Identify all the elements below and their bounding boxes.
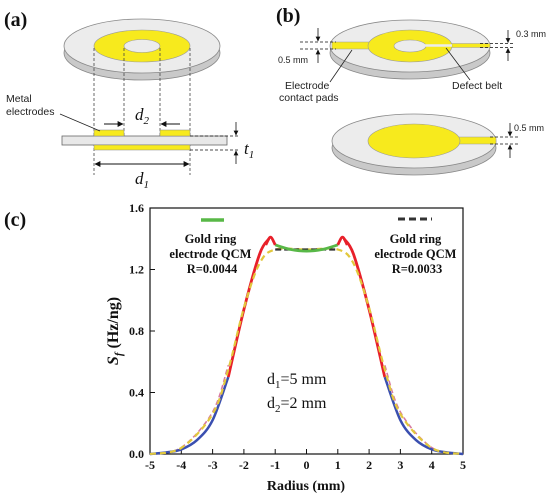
green-ring-curve [274,243,339,253]
dim-right-bottom-label: 0.5 mm [514,123,544,133]
defect-belt-leader [445,47,471,81]
panel-a-disk [63,18,221,81]
bottom-electrode [93,144,191,151]
top-electrode-right [159,129,191,137]
y-tick-label: 0.0 [129,447,144,461]
panel-b-ring-disk [329,19,491,80]
y-tick-label: 0.8 [129,324,144,338]
panel-c: (c) 0.0 0.4 0.8 1.2 1.6 -5 -4 -3 -2 -1 0 1 2 3 4 5 Sf … [4,201,466,494]
legend-left-text: Gold ring electrode QCM R=0.0044 [169,232,254,276]
panel-b: (b) 0.5 mm 0.3 mm Electrode cont [276,5,546,176]
left-red-peak [264,235,277,246]
annotation-d2: d2=2 mm [267,395,327,415]
x-tick-label: -4 [176,458,186,472]
x-tick-label: -1 [270,458,280,472]
panel-b-dims-top [300,28,515,63]
panel-b-label: (b) [276,5,300,27]
d2-label: d2 [135,105,150,127]
t1-dimension [190,122,240,164]
x-tick-label: -3 [208,458,218,472]
panel-b-full-disk [331,113,497,176]
cross-section [61,129,228,151]
pink-dashed-left [149,364,230,455]
metal-electrodes-leader [59,113,101,132]
contact-pad-left [331,41,375,50]
panel-a: (a) Metal electrodes [4,9,254,191]
contact-pads-label: Electrode contact pads [279,80,339,104]
x-tick-label: 4 [429,458,435,472]
x-axis: -5 -4 -3 -2 -1 0 1 2 3 4 5 [145,449,466,472]
top-electrode-left [93,129,125,137]
gold-disk-electrode [367,123,461,159]
metal-electrodes-label: Metal electrodes [6,93,54,118]
y-tick-label: 1.6 [129,201,144,215]
x-tick-label: 3 [397,458,403,472]
d1-label: d1 [135,169,149,191]
x-tick-label: 2 [366,458,372,472]
ring-hole [123,39,161,53]
x-tick-label: -2 [239,458,249,472]
right-blue-tail [383,376,464,456]
x-axis-label: Radius (mm) [267,479,346,494]
yellow-dashed-curve [149,247,464,456]
panel-c-label: (c) [4,209,26,231]
dim-right-top-label: 0.3 mm [516,29,546,39]
ring-hole [393,39,427,53]
x-tick-label: 5 [460,458,466,472]
contact-pads-leader [329,49,353,83]
x-tick-label: 1 [335,458,341,472]
x-tick-label: -5 [145,458,155,472]
annotation-d1: d1=5 mm [267,371,327,391]
panel-b-dims-bottom [490,123,520,158]
y-axis-label: Sf (Hz/ng) [105,297,125,365]
panel-a-label: (a) [4,9,27,31]
legend-right-text: Gold ring electrode QCM R=0.0033 [374,232,459,276]
quartz-plate [61,135,228,146]
curves [149,235,464,456]
right-red-peak [336,235,349,246]
dim-left-label: 0.5 mm [278,55,308,65]
y-axis: 0.0 0.4 0.8 1.2 1.6 [129,201,155,461]
x-tick-label: 0 [304,458,310,472]
t1-label: t1 [244,139,254,161]
defect-belt-label: Defect belt [452,80,502,92]
left-red-flank [226,237,271,378]
y-tick-label: 0.4 [129,386,144,400]
y-tick-label: 1.2 [129,263,144,277]
